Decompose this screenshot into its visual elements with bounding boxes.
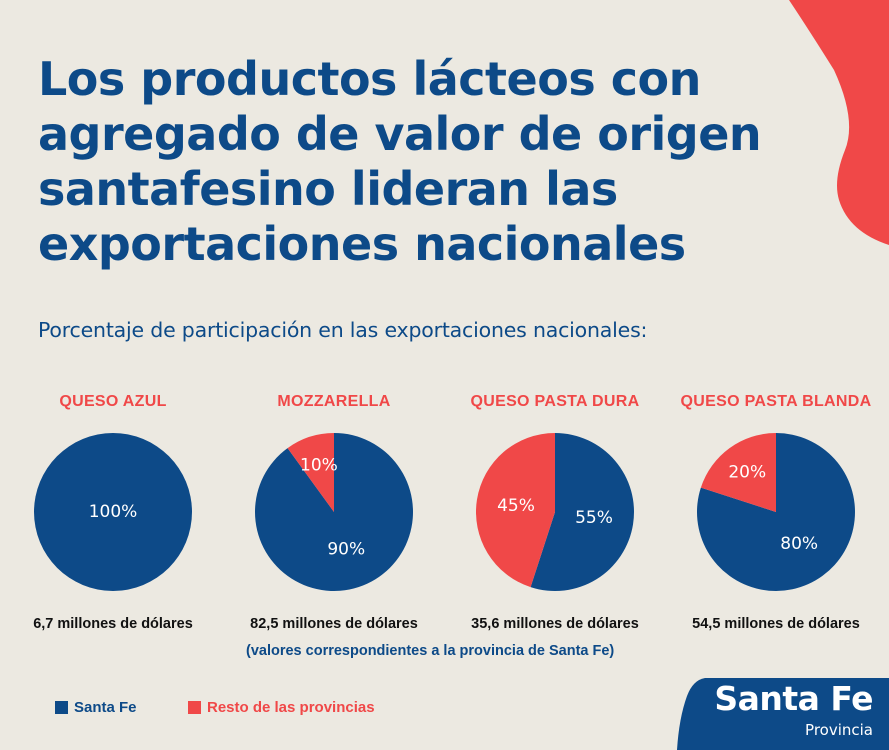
legend-item-resto: Resto de las provincias — [188, 699, 375, 716]
legend-item-santa-fe: Santa Fe — [55, 699, 137, 716]
legend-label: Resto de las provincias — [207, 699, 375, 716]
chart-subtitle: Porcentaje de participación en las expor… — [38, 318, 648, 342]
pie-amount: 54,5 millones de dólares — [692, 616, 860, 632]
pie-slice-santa-fe — [530, 433, 634, 591]
pie-title: MOZZARELLA — [277, 393, 391, 410]
pie-chart-queso-azul: QUESO AZUL 100% 6,7 millones de dólares — [8, 378, 218, 632]
legend-label: Santa Fe — [74, 699, 137, 716]
pie-svg: 90% 10% — [255, 433, 413, 591]
legend-swatch-santa-fe — [55, 701, 68, 714]
pie-title: QUESO PASTA DURA — [470, 393, 640, 410]
pie-chart-queso-pasta-dura: QUESO PASTA DURA 55% 45% 35,6 millones de… — [450, 378, 660, 632]
logo-badge — [677, 678, 889, 750]
pie-slice-label: 100% — [89, 502, 138, 522]
logo-name: Santa Fe — [714, 679, 873, 718]
pie-slice-label: 20% — [728, 462, 766, 482]
values-note: (valores correspondientes a la provincia… — [246, 643, 615, 659]
pie-slice-label: 90% — [327, 540, 365, 560]
pie-svg: 100% — [34, 433, 192, 591]
pie-slice-label: 80% — [780, 534, 818, 554]
pie-title: QUESO AZUL — [59, 393, 167, 410]
legend-swatch-resto — [188, 701, 201, 714]
corner-decoration — [789, 0, 889, 245]
page-title: Los productos lácteos con agregado de va… — [38, 52, 762, 271]
pie-amount: 82,5 millones de dólares — [250, 616, 418, 632]
pie-title: QUESO PASTA BLANDA — [680, 393, 872, 410]
pie-svg: 55% 45% — [476, 433, 634, 591]
pie-amount: 6,7 millones de dólares — [33, 616, 193, 632]
logo-subtitle: Provincia — [805, 721, 873, 739]
pie-slice-label: 45% — [497, 496, 535, 516]
pie-slice-resto-de-las-provincias — [476, 433, 555, 588]
pie-slice-label: 10% — [300, 455, 338, 475]
pie-chart-mozzarella: MOZZARELLA 90% 10% 82,5 millones de dólar… — [229, 378, 439, 632]
pie-slice-label: 55% — [575, 508, 613, 528]
pie-slice-santa-fe — [34, 433, 192, 591]
pie-slice-resto-de-las-provincias — [287, 433, 334, 512]
pie-chart-queso-pasta-blanda: QUESO PASTA BLANDA 80% 20% 54,5 millones … — [671, 378, 881, 632]
pie-svg: 80% 20% — [697, 433, 855, 591]
pie-slice-resto-de-las-provincias — [700, 433, 776, 512]
pie-amount: 35,6 millones de dólares — [471, 616, 639, 632]
